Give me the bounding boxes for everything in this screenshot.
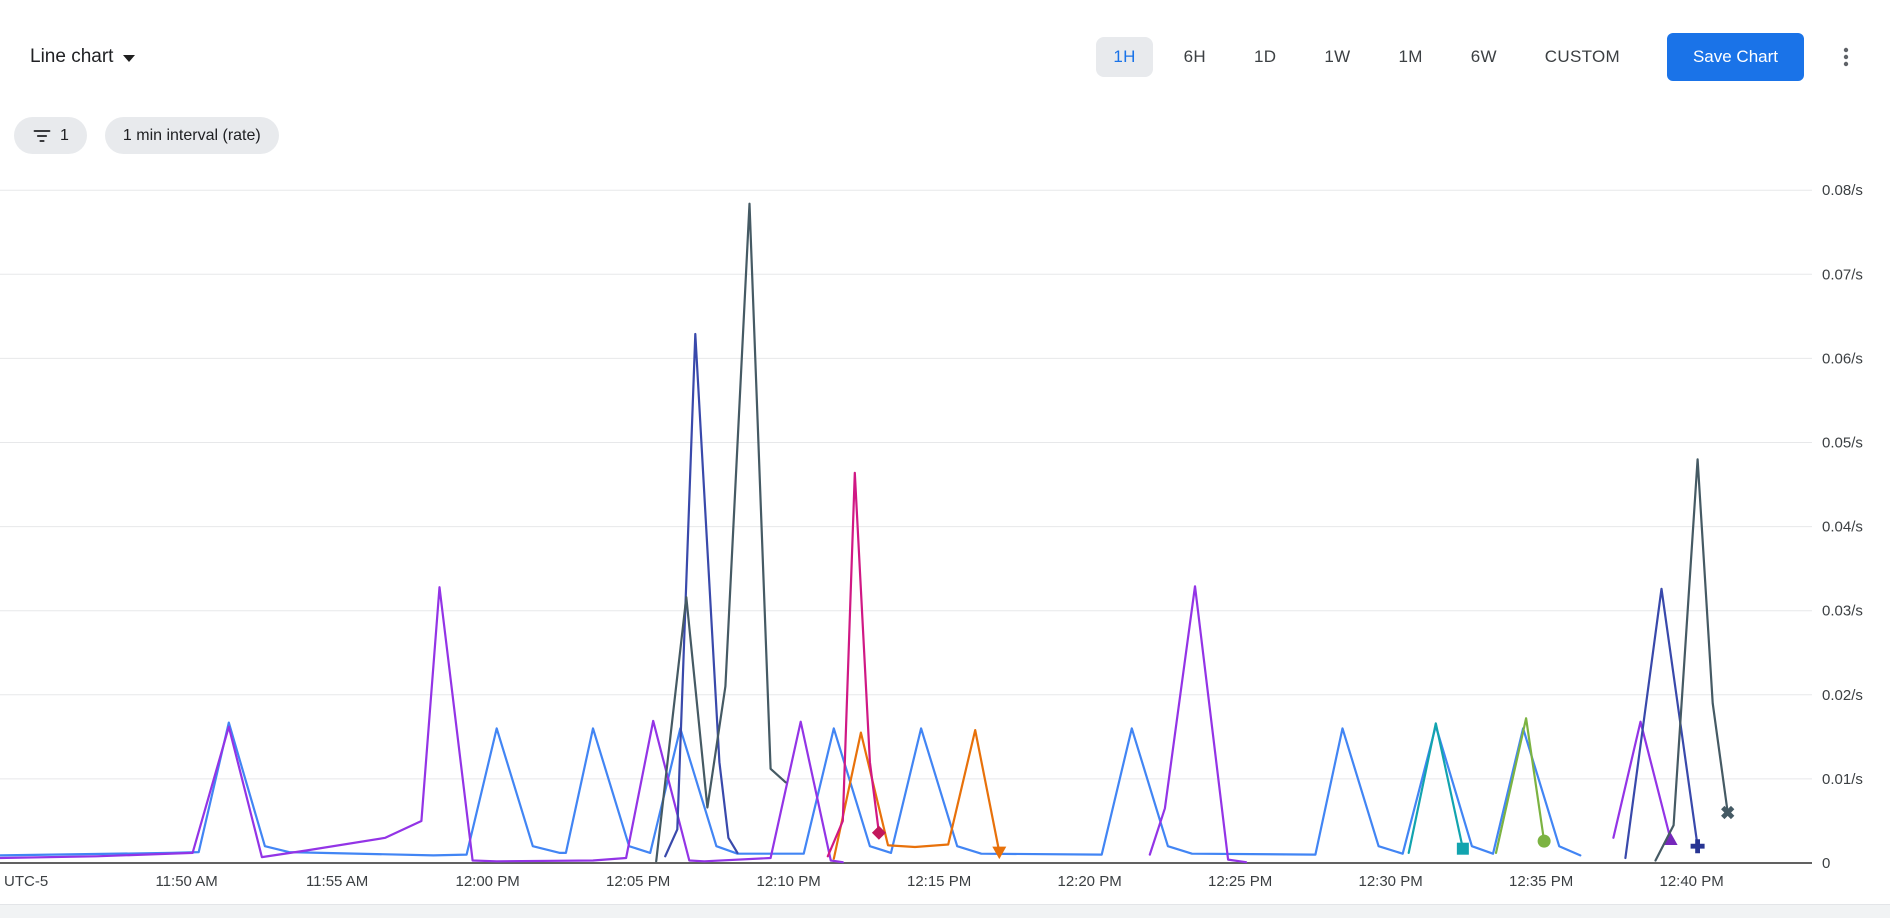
- purple-series-line: [1148, 585, 1248, 864]
- x-axis-tick-label: 11:55 AM: [306, 873, 368, 890]
- x-axis-tick-label: 12:35 PM: [1509, 873, 1573, 890]
- x-axis-tick-label: 11:50 AM: [155, 873, 217, 890]
- y-axis-tick-label: 0.05/s: [1822, 435, 1863, 452]
- green-series-circle-marker: [1537, 834, 1551, 848]
- indigo-series-line: [1624, 587, 1699, 860]
- green-series-line: [1494, 717, 1546, 855]
- purple-series-line: [0, 586, 844, 864]
- blue-series-line: [0, 721, 1582, 857]
- x-axis-tick-label: 12:25 PM: [1208, 873, 1272, 890]
- chart-type-label: Line chart: [30, 46, 114, 67]
- more-options-button[interactable]: [1828, 39, 1864, 75]
- line-chart[interactable]: 0 0.01/s 0.02/s 0.03/s 0.04/s 0.05/s 0.06/s 0.0…: [0, 160, 1890, 918]
- indigo-series-plus-marker: [1690, 839, 1705, 854]
- y-axis-tick-label: 0: [1822, 855, 1830, 872]
- y-axis-tick-label: 0.07/s: [1822, 266, 1863, 283]
- teal-series-square-marker: [1456, 842, 1469, 855]
- slate-series-line: [655, 202, 787, 863]
- purple-series-triangle-up-marker: [1663, 832, 1678, 845]
- filter-chip[interactable]: 1: [14, 117, 87, 154]
- time-range-1m[interactable]: 1M: [1381, 37, 1439, 77]
- time-range-6w[interactable]: 6W: [1454, 37, 1514, 77]
- bottom-scroll-strip: [0, 904, 1890, 918]
- slate-series-x-marker: [1721, 805, 1735, 820]
- x-axis-tick-label: 12:05 PM: [606, 873, 670, 890]
- time-range-1d[interactable]: 1D: [1237, 37, 1293, 77]
- chart-type-dropdown[interactable]: Line chart: [30, 46, 136, 68]
- time-range-6h[interactable]: 6H: [1167, 37, 1223, 77]
- magenta-series-line: [826, 471, 881, 858]
- x-axis-tick-label: 12:20 PM: [1057, 873, 1121, 890]
- time-range-1h[interactable]: 1H: [1096, 37, 1153, 77]
- orange-series-line: [832, 728, 1001, 860]
- vertical-ellipsis-icon: [1843, 47, 1849, 67]
- chart-toolbar: Line chart 1H 6H 1D 1W 1M 6W CUSTOM Save…: [0, 0, 1890, 100]
- indigo-series-line: [664, 332, 739, 858]
- interval-chip-label: 1 min interval (rate): [122, 126, 261, 144]
- filter-count: 1: [60, 126, 69, 144]
- x-axis-tick-label: 12:00 PM: [455, 873, 519, 890]
- chips-row: 1 1 min interval (rate): [14, 117, 279, 154]
- slate-series-line: [1654, 458, 1729, 862]
- y-axis-tick-label: 0.08/s: [1822, 182, 1863, 199]
- interval-chip[interactable]: 1 min interval (rate): [104, 117, 279, 154]
- orange-series-triangle-down-marker: [992, 846, 1007, 860]
- y-axis-tick-label: 0.04/s: [1822, 519, 1863, 536]
- purple-series-line: [1612, 720, 1672, 841]
- time-range-1w[interactable]: 1W: [1307, 37, 1367, 77]
- magenta-series-diamond-marker: [871, 825, 886, 840]
- chevron-down-icon: [123, 54, 136, 62]
- y-axis-tick-label: 0.01/s: [1822, 771, 1863, 788]
- save-chart-button[interactable]: Save Chart: [1666, 33, 1804, 81]
- timezone-label: UTC-5: [4, 873, 48, 890]
- y-axis-tick-label: 0.02/s: [1822, 687, 1863, 704]
- x-axis-tick-label: 12:30 PM: [1358, 873, 1422, 890]
- filter-list-icon: [33, 129, 51, 142]
- y-axis-tick-label: 0.03/s: [1822, 603, 1863, 620]
- time-range-custom[interactable]: CUSTOM: [1528, 37, 1637, 77]
- teal-series-line: [1407, 722, 1465, 855]
- x-axis-tick-label: 12:15 PM: [907, 873, 971, 890]
- time-range-group: 1H 6H 1D 1W 1M 6W CUSTOM: [1096, 37, 1637, 77]
- x-axis-tick-label: 12:10 PM: [756, 873, 820, 890]
- line-chart-svg[interactable]: 0 0.01/s 0.02/s 0.03/s 0.04/s 0.05/s 0.06/s 0.0…: [0, 160, 1890, 918]
- x-axis-tick-label: 12:40 PM: [1659, 873, 1723, 890]
- y-axis-tick-label: 0.06/s: [1822, 350, 1863, 367]
